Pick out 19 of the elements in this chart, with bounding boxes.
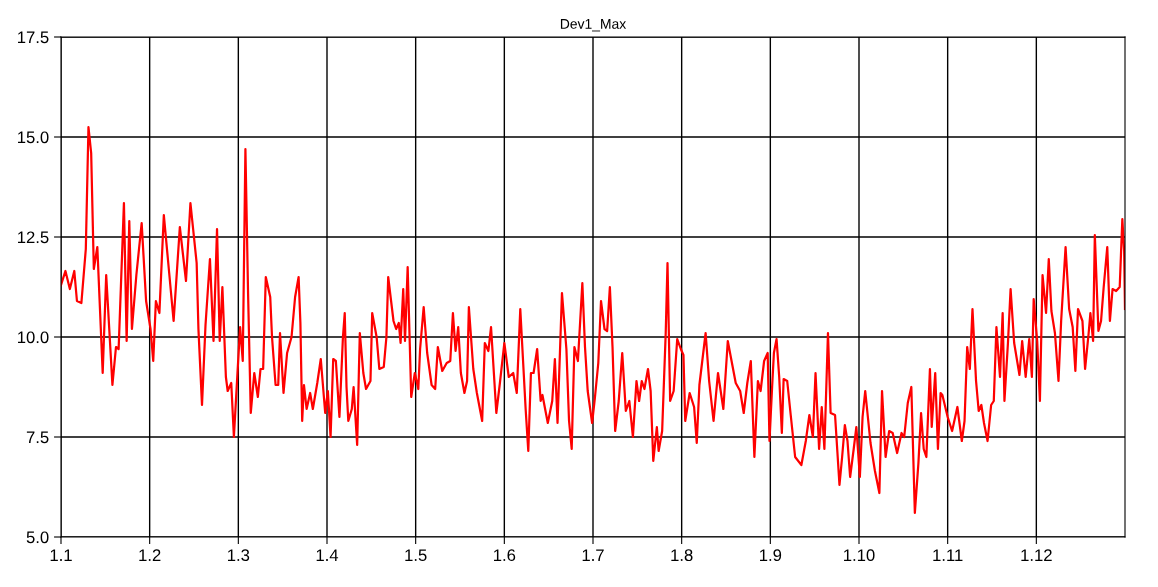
x-tick-label: 1.10 bbox=[844, 549, 875, 562]
x-tick-label: 1.11 bbox=[933, 549, 963, 561]
x-tick-label: 1.12 bbox=[1021, 549, 1052, 561]
x-tick-label: 1.4 bbox=[316, 549, 339, 561]
y-tick-label: 5.0 bbox=[26, 531, 49, 544]
x-tick-label: 1.8 bbox=[671, 549, 693, 562]
x-tick-label: 1.2 bbox=[139, 549, 161, 561]
x-tick-label: 1.7 bbox=[582, 549, 604, 561]
x-tick-label: 1.9 bbox=[760, 549, 782, 562]
y-tick-label: 17.5 bbox=[18, 31, 49, 44]
y-tick-label: 12.5 bbox=[18, 231, 49, 244]
y-tick-label: 10.0 bbox=[18, 331, 49, 344]
y-tick-label: 15.0 bbox=[18, 131, 49, 144]
y-tick-label: 7.5 bbox=[26, 431, 49, 444]
x-tick-label: 1.1 bbox=[50, 549, 72, 561]
chart-title: Dev1_Max bbox=[560, 19, 627, 32]
x-tick-label: 1.3 bbox=[228, 549, 250, 562]
x-tick-label: 1.6 bbox=[494, 549, 516, 562]
x-tick-label: 1.5 bbox=[405, 549, 427, 562]
